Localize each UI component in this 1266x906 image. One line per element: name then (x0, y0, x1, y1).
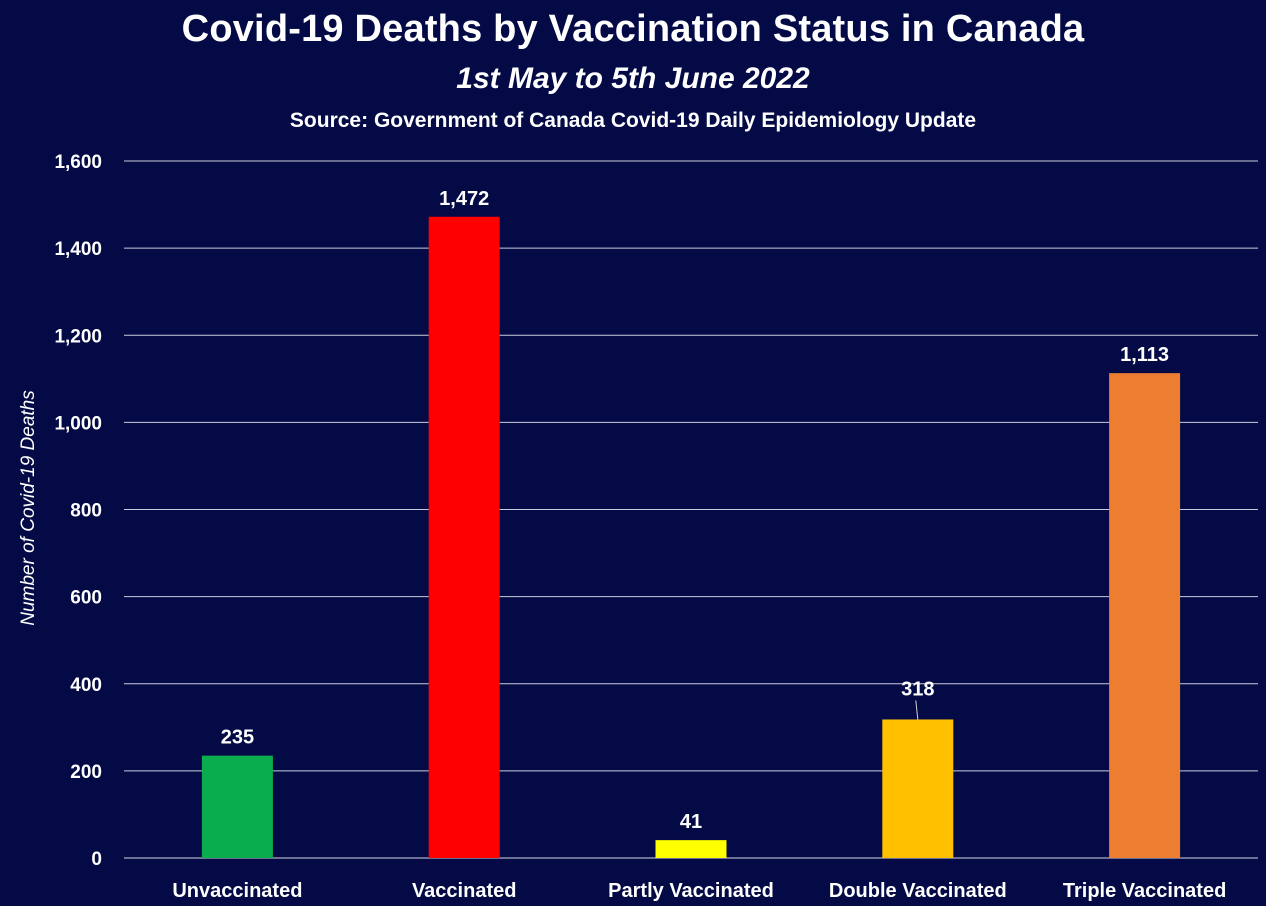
y-tick-label: 1,000 (54, 413, 102, 434)
gridlines (124, 160, 1258, 859)
bar (655, 840, 727, 858)
x-tick-label: Vaccinated (412, 880, 517, 902)
x-tick-label: Triple Vaccinated (1063, 880, 1226, 902)
bars (201, 216, 1181, 858)
y-axis-ticks: 0 200 400 600 800 1,000 1,200 1,400 1,600 (54, 152, 102, 870)
bar (1109, 373, 1181, 858)
y-tick-label: 600 (70, 588, 102, 609)
data-label: 1,113 (1120, 344, 1169, 366)
y-tick-label: 1,200 (54, 326, 102, 347)
chart-source: Source: Government of Canada Covid-19 Da… (289, 109, 977, 132)
bar (201, 755, 273, 858)
y-tick-label: 800 (70, 501, 102, 522)
data-label: 1,472 (439, 188, 489, 210)
x-tick-label: Double Vaccinated (829, 880, 1007, 902)
chart-subtitle: 1st May to 5th June 2022 (456, 62, 810, 95)
y-tick-label: 1,600 (54, 152, 102, 173)
bar (428, 216, 500, 858)
y-tick-label: 0 (91, 849, 102, 870)
data-labels: 235 1,472 41 318 1,113 (221, 188, 1169, 833)
y-axis-label: Number of Covid-19 Deaths (18, 390, 39, 626)
x-axis-ticks: Unvaccinated Vaccinated Partly Vaccinated D… (172, 880, 1226, 902)
y-tick-label: 200 (70, 762, 102, 783)
data-label: 318 (901, 678, 934, 700)
y-tick-label: 400 (70, 675, 102, 696)
bar (882, 719, 954, 858)
y-tick-label: 1,400 (54, 239, 102, 260)
chart-title: Covid-19 Deaths by Vaccination Status in… (181, 8, 1085, 50)
data-label: 41 (680, 811, 702, 833)
data-label-leader (915, 700, 919, 720)
x-tick-label: Unvaccinated (172, 880, 302, 902)
x-tick-label: Partly Vaccinated (608, 880, 774, 902)
data-label: 235 (221, 727, 254, 749)
